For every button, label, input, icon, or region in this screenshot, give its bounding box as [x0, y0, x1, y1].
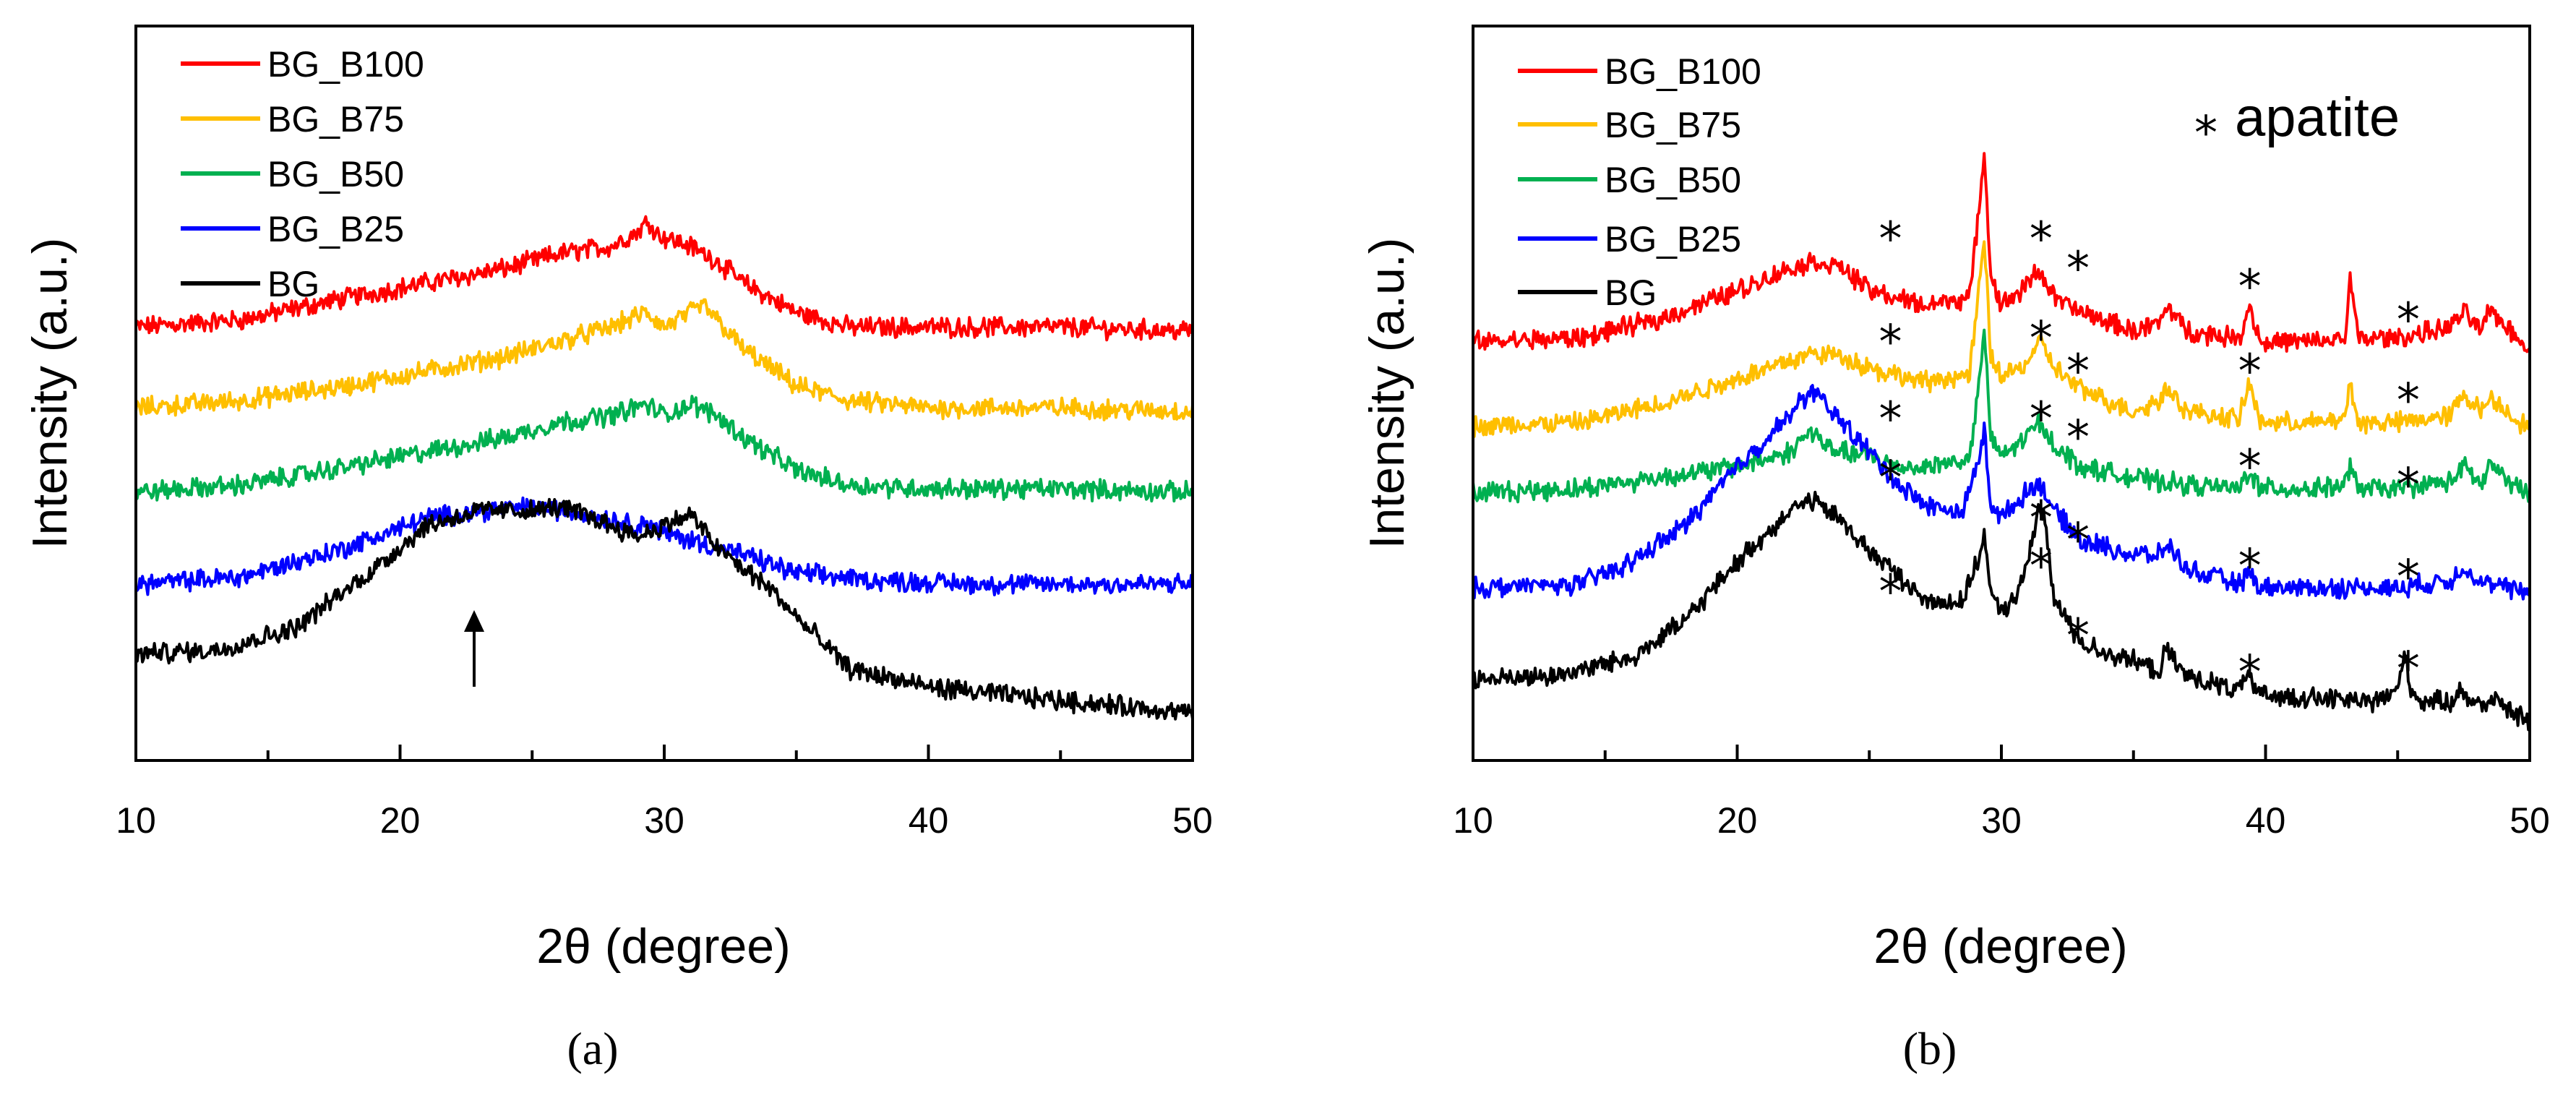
legend-label-bg-b100: BG_B100: [267, 44, 424, 85]
apatite-star-marker: *: [2066, 609, 2090, 663]
series-line-bg-b100: [134, 215, 1194, 342]
apatite-star-marker: *: [1879, 316, 1902, 369]
apatite-star-marker: *: [2238, 346, 2262, 399]
apatite-star-marker: *: [1879, 213, 1902, 267]
panel-b-x-tick-label: 30: [1981, 800, 2022, 841]
panel-b-ticks: [1472, 745, 2531, 760]
panel-b-x-tick-label: 50: [2510, 800, 2550, 841]
apatite-star-marker: *: [2066, 346, 2090, 399]
panel-a-x-tick-label: 10: [116, 800, 156, 841]
apatite-symbol: *: [2194, 107, 2217, 160]
panel-a-chart: 10 20 30 40 50 2θ (degree) Intensity (a.…: [22, 25, 1213, 1074]
legend-label-bg-b75: BG_B75: [267, 99, 404, 140]
series-line-bg-b50: [134, 395, 1194, 503]
apatite-star-marker: *: [2397, 374, 2420, 428]
panel-a-y-axis-title: Intensity (a.u.): [22, 238, 77, 549]
apatite-annotation: * apatite: [2194, 87, 2400, 160]
legend-label-bg: BG: [267, 264, 319, 304]
apatite-star-marker: *: [2066, 514, 2090, 567]
panel-a-tick-labels: 10 20 30 40 50: [116, 800, 1213, 841]
apatite-star-marker: *: [2238, 540, 2262, 593]
legend-label-bg-b75: BG_B75: [1605, 105, 1741, 145]
panel-b-label: (b): [1903, 1023, 1957, 1074]
series-line-bg-b75: [1472, 240, 2531, 438]
panel-a-x-tick-label: 30: [644, 800, 684, 841]
legend-label-bg-b25: BG_B25: [1605, 219, 1741, 260]
panel-a-ticks: [134, 745, 1194, 760]
apatite-star-marker: *: [2238, 441, 2262, 494]
panel-b-x-tick-label: 40: [2246, 800, 2286, 841]
apatite-star-marker: *: [1879, 393, 1902, 447]
apatite-star-marker: *: [2030, 393, 2053, 447]
panel-a-data-layer: [134, 215, 1194, 721]
panel-a-x-tick-label: 50: [1172, 800, 1213, 841]
series-line-bg-b25: [135, 496, 1194, 596]
panel-a-x-tick-label: 40: [909, 800, 949, 841]
apatite-star-marker: *: [2397, 459, 2420, 513]
panel-b-x-tick-label: 20: [1717, 800, 1758, 841]
apatite-star-marker: *: [1879, 565, 1902, 619]
panel-b-apatite-markers: * ** *** ** *** * ** *** * * ** *** *: [1879, 213, 2419, 700]
apatite-star-marker: *: [2030, 312, 2053, 366]
panel-a-legend: BG_B100 BG_B75 BG_B50 BG_B25 BG: [181, 44, 424, 304]
legend-label-bg-b50: BG_B50: [267, 154, 404, 194]
legend-label-bg-b25: BG_B25: [267, 209, 404, 249]
panel-b-x-axis-title: 2θ (degree): [1873, 919, 2128, 974]
panel-a-x-tick-label: 20: [380, 800, 421, 841]
apatite-star-marker: *: [2030, 213, 2053, 267]
apatite-star-marker: *: [2397, 551, 2420, 604]
legend-label-bg-b100: BG_B100: [1605, 51, 1761, 92]
panel-b-x-tick-label: 10: [1453, 800, 1493, 841]
apatite-star-marker: *: [2066, 411, 2090, 465]
apatite-star-marker: *: [1879, 452, 1902, 505]
panel-b-data-layer: [1472, 152, 2531, 732]
apatite-star-marker: *: [2397, 293, 2420, 347]
series-line-bg-b100: [1472, 152, 2531, 353]
apatite-star-marker: *: [2397, 643, 2420, 696]
series-line-bg-b25: [1472, 384, 2531, 601]
apatite-star-marker: *: [2238, 646, 2262, 700]
panel-b-tick-labels: 10 20 30 40 50: [1453, 800, 2550, 841]
apatite-star-marker: *: [2030, 540, 2053, 593]
series-line-bg: [1472, 490, 2531, 732]
apatite-star-marker: *: [2030, 492, 2053, 546]
panel-a-arrow-annotation: [464, 610, 484, 687]
apatite-star-marker: *: [2238, 261, 2262, 314]
series-line-bg-b75: [134, 298, 1194, 421]
apatite-star-marker: *: [2066, 242, 2090, 296]
series-line-bg-b50: [1472, 328, 2531, 504]
panel-b-legend: BG_B100 BG_B75 BG_B50 BG_B25 BG: [1518, 51, 1761, 313]
panel-b-y-axis-title: Intensity (a.u.): [1360, 238, 1414, 549]
series-line-bg: [134, 497, 1194, 721]
legend-label-bg-b50: BG_B50: [1605, 160, 1741, 200]
panel-b-chart: * ** *** ** *** * ** *** * * ** *** * 10 20 30 40 50…: [1360, 25, 2550, 1074]
apatite-label: apatite: [2235, 87, 2400, 148]
panel-a-label: (a): [567, 1023, 618, 1074]
panel-a-x-axis-title: 2θ (degree): [536, 919, 791, 974]
legend-label-bg: BG: [1605, 273, 1657, 313]
arrow-head: [464, 610, 484, 632]
